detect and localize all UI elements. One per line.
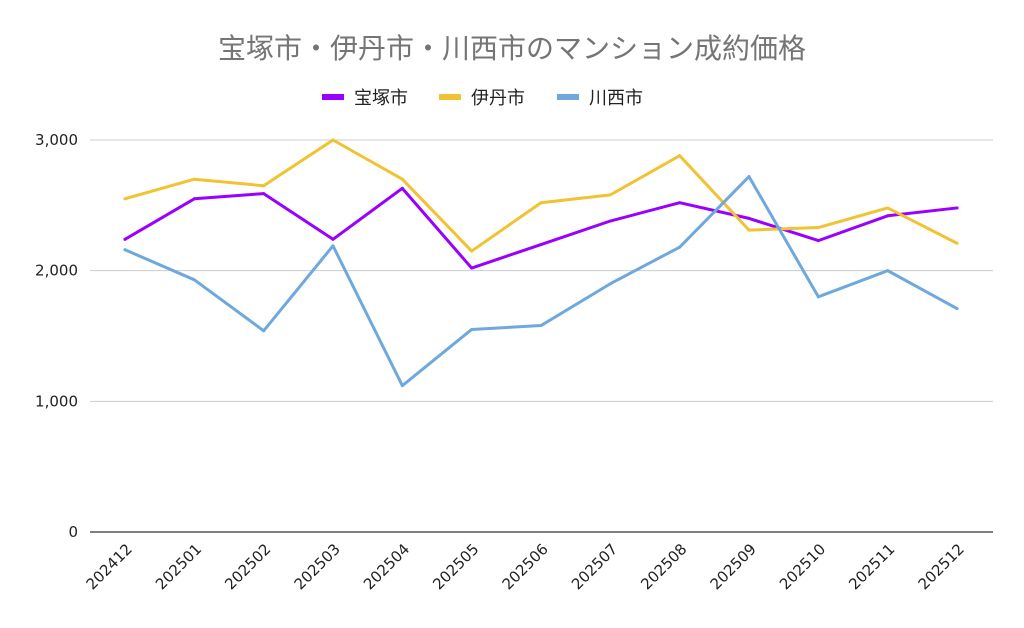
data-point xyxy=(123,197,127,201)
data-point xyxy=(400,384,404,388)
x-tick-label: 202511 xyxy=(845,540,898,593)
legend: 宝塚市 伊丹市 川西市 xyxy=(322,88,643,109)
data-point xyxy=(886,269,890,273)
data-point xyxy=(678,154,682,158)
data-point xyxy=(262,329,266,333)
data-point xyxy=(262,184,266,188)
data-point xyxy=(747,228,751,232)
x-tick-label: 202412 xyxy=(83,540,136,593)
data-point xyxy=(192,177,196,181)
data-point xyxy=(539,324,543,328)
x-tick-label: 202512 xyxy=(915,540,968,593)
y-tick-label: 1,000 xyxy=(35,392,78,410)
data-point xyxy=(678,245,682,249)
data-point xyxy=(608,282,612,286)
data-point xyxy=(955,206,959,210)
legend-label-1: 伊丹市 xyxy=(471,88,525,109)
data-point xyxy=(262,192,266,196)
x-tick-label: 202504 xyxy=(360,540,413,593)
data-point xyxy=(816,226,820,230)
data-point xyxy=(678,201,682,205)
legend-label-2: 川西市 xyxy=(589,88,643,109)
data-point xyxy=(747,216,751,220)
x-tick-label: 202501 xyxy=(152,540,205,593)
data-point xyxy=(816,295,820,299)
y-tick-label: 2,000 xyxy=(35,262,78,280)
data-point xyxy=(192,278,196,282)
data-point xyxy=(331,237,335,241)
data-point xyxy=(331,138,335,142)
data-point xyxy=(123,248,127,252)
data-point xyxy=(400,186,404,190)
x-tick-label: 202503 xyxy=(291,540,344,593)
data-point xyxy=(470,266,474,270)
data-point xyxy=(123,237,127,241)
series-line-2 xyxy=(123,175,959,388)
series-group xyxy=(123,138,959,388)
x-tick-label: 202509 xyxy=(707,540,760,593)
x-tick-label: 202508 xyxy=(637,540,690,593)
gridlines xyxy=(90,139,993,402)
data-point xyxy=(608,219,612,223)
x-axis: 202412 202501 202502 202503 202504 202505 2025… xyxy=(83,531,993,593)
legend-label-0: 宝塚市 xyxy=(354,88,408,109)
data-point xyxy=(331,244,335,248)
chart-title: 宝塚市・伊丹市・川西市のマンション成約価格 xyxy=(218,32,806,65)
data-point xyxy=(539,201,543,205)
data-point xyxy=(470,327,474,331)
data-point xyxy=(955,307,959,311)
data-point xyxy=(539,243,543,247)
data-point xyxy=(886,206,890,210)
series-line-0 xyxy=(123,186,959,270)
x-tick-label: 202510 xyxy=(776,540,829,593)
data-point xyxy=(192,197,196,201)
y-tick-label: 0 xyxy=(68,523,78,541)
y-axis: 0 1,000 2,000 3,000 xyxy=(35,131,78,541)
data-point xyxy=(608,193,612,197)
x-tick-label: 202506 xyxy=(499,540,552,593)
data-point xyxy=(955,241,959,245)
x-tick-label: 202505 xyxy=(429,540,482,593)
data-point xyxy=(816,239,820,243)
data-point xyxy=(470,249,474,253)
data-point xyxy=(886,214,890,218)
data-point xyxy=(747,175,751,179)
x-tick-label: 202507 xyxy=(568,540,621,593)
x-tick-label: 202502 xyxy=(221,540,274,593)
data-point xyxy=(400,177,404,181)
y-tick-label: 3,000 xyxy=(35,131,78,149)
